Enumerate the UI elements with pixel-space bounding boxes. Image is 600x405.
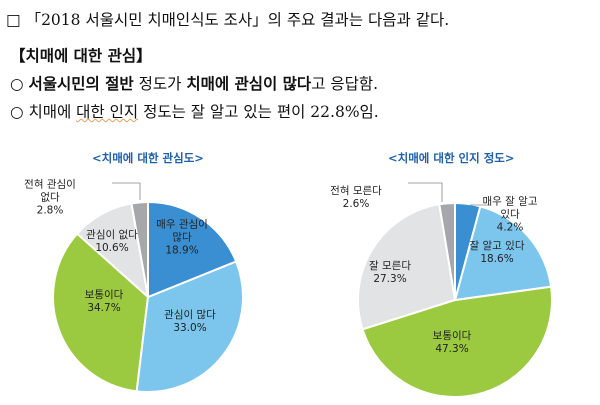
chart-2-title: <치매에 대한 인지 정도> <box>388 151 515 165</box>
chart-2-slice-3-label: 보통이다 47.3% <box>433 330 472 356</box>
slice-category: 매우 잘 알고 있다 <box>482 195 538 221</box>
chart-1-slice-1 <box>147 200 238 299</box>
slice-value: 2.6% <box>342 198 370 210</box>
chart-1-slice-5-label: 전혀 관심이 없다 2.8% <box>18 179 82 218</box>
chart-2-slice-3 <box>361 285 553 398</box>
slice-category: 전혀 관심이 없다 <box>24 178 76 204</box>
chart-2-slice-2 <box>453 205 553 302</box>
chart-1-slice-1-label: 매우 관심이 많다 18.9% <box>150 219 214 258</box>
chart-1-slice-3-label: 보통이다 34.7% <box>85 289 124 315</box>
bullet-2-end: 정도는 잘 알고 있는 편이 22.8%임. <box>138 103 379 121</box>
slice-category: 보통이다 <box>84 289 124 301</box>
slice-value: 10.6% <box>95 242 129 254</box>
slice-category: 매우 관심이 많다 <box>156 218 208 244</box>
bullet-1-mid: 정도가 <box>133 75 187 93</box>
section-heading: 【치매에 대한 관심】 <box>10 46 152 65</box>
slice-value: 27.3% <box>373 273 407 285</box>
chart-1-title: <치매에 대한 관심도> <box>92 151 204 165</box>
bullet-1-bold-1: 서울시민의 절반 <box>28 74 134 93</box>
bullet-1: ○ 서울시민의 절반 정도가 치매에 관심이 많다고 응답함. <box>10 72 378 94</box>
intro-line: □ 「2018 서울시민 치매인식도 조사」의 주요 결과는 다음과 같다. <box>6 11 450 29</box>
slice-category: 관심이 없다 <box>86 229 138 241</box>
slice-value: 4.2% <box>496 221 524 234</box>
chart-1-slice-3 <box>52 232 150 393</box>
bullet-2-underlined: 대한 인지 <box>76 103 139 121</box>
chart-2-slice-5-label: 전혀 모른다 2.6% <box>330 185 382 211</box>
slice-category: 보통이다 <box>432 330 472 342</box>
chart-2-slice-4 <box>357 203 457 331</box>
bullet-1-mark: ○ <box>10 75 29 93</box>
slice-category: 잘 모른다 <box>369 260 411 272</box>
slice-value: 47.3% <box>435 343 469 355</box>
chart-1-slice-2-label: 관심이 많다 33.0% <box>164 309 216 335</box>
chart-2-slice-4-label: 잘 모른다 27.3% <box>369 260 411 286</box>
bullet-2: ○ 치매에 대한 인지 정도는 잘 알고 있는 편이 22.8%임. <box>10 100 379 122</box>
slice-category: 잘 알고 있다 <box>469 240 525 252</box>
bullet-1-bold-2: 치매에 관심이 많다 <box>186 74 312 93</box>
chart-1-slice-2 <box>135 260 244 393</box>
chart-2-slice-1 <box>454 201 482 301</box>
bullet-1-end: 고 응답함. <box>311 75 379 93</box>
leader-line-2 <box>408 182 443 202</box>
slice-value: 34.7% <box>87 302 121 314</box>
slice-value: 2.8% <box>36 204 64 217</box>
leader-line-1 <box>112 182 141 200</box>
slice-value: 18.6% <box>480 253 514 265</box>
bullet-2-start: ○ 치매에 <box>10 103 77 121</box>
slice-category: 관심이 많다 <box>164 309 216 321</box>
chart-2-slice-2-label: 잘 알고 있다 18.6% <box>470 240 525 266</box>
slice-value: 33.0% <box>173 322 207 334</box>
chart-2-slice-1-label: 매우 잘 알고 있다 4.2% <box>478 196 542 235</box>
slice-value: 18.9% <box>165 244 199 257</box>
chart-1-slice-4-label: 관심이 없다 10.6% <box>86 229 138 255</box>
slice-category: 전혀 모른다 <box>330 185 382 197</box>
